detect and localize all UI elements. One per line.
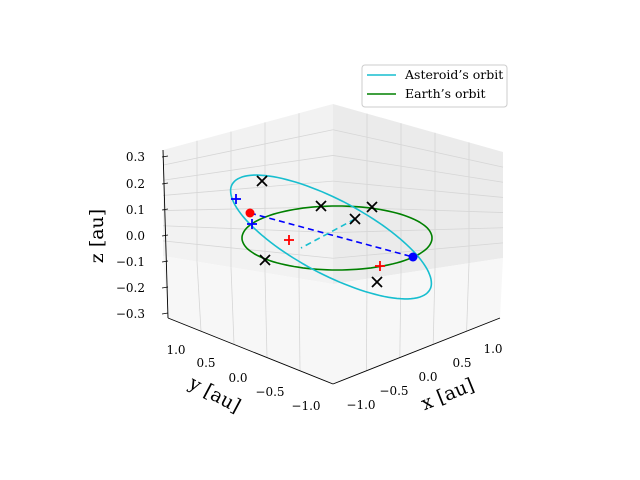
z-axis-label: z [au] <box>86 209 108 263</box>
y-tick-label: 0.0 <box>228 371 247 385</box>
legend-label-earth: Earth’s orbit <box>405 86 486 101</box>
blue-dot-marker <box>408 252 418 262</box>
legend-label-asteroid: Asteroid’s orbit <box>404 67 503 82</box>
left-pane <box>163 104 333 284</box>
z-tick-label: −0.1 <box>116 255 145 269</box>
blue-plus-marker <box>247 219 257 229</box>
y-tick-label: −0.5 <box>255 385 284 399</box>
x-tick-label: −1.0 <box>346 398 375 412</box>
z-tick-label: 0.3 <box>126 150 145 164</box>
asteroid-orbit-line <box>229 174 433 300</box>
x-cross-marker <box>371 276 383 288</box>
z-axis-line <box>162 149 169 319</box>
grid-right-horizontal <box>332 242 504 259</box>
x-tick-label: 1.0 <box>483 342 502 356</box>
x-tick-label: −0.5 <box>379 384 408 398</box>
grid-floor-b <box>366 278 368 371</box>
z-tick-mark <box>161 182 169 185</box>
series-layer <box>229 174 433 300</box>
z-tick-label: 0.1 <box>126 203 145 217</box>
floor-pane <box>163 256 503 384</box>
grid-floor-b <box>399 273 402 358</box>
axis-lines <box>162 149 501 385</box>
legend-box <box>361 64 508 108</box>
grid-floor-a <box>264 272 268 358</box>
red-plus-marker <box>375 261 385 271</box>
z-tick-mark <box>161 155 169 158</box>
z-tick-label: 0.2 <box>126 177 145 191</box>
grid-floor-b <box>432 268 436 345</box>
legend: Asteroid’s orbit Earth’s orbit <box>361 64 508 108</box>
z-tick-mark <box>161 286 169 289</box>
x-cross-marker <box>349 213 361 225</box>
x-cross-marker-stroke-b <box>366 201 378 213</box>
x-cross-marker <box>315 200 327 212</box>
y-tick-label: 1.0 <box>166 343 185 357</box>
z-tick-mark <box>161 260 169 263</box>
y-tick-label: −1.0 <box>291 399 320 413</box>
x-cross-marker-stroke-b <box>315 200 327 212</box>
red-plus-marker <box>284 235 294 245</box>
x-cross-marker-stroke-b <box>259 254 271 266</box>
grid-left-horizontal <box>162 180 334 196</box>
grid-right-horizontal <box>332 227 504 233</box>
x-cross-marker-stroke-b <box>349 213 361 225</box>
grid-floor-b <box>466 263 470 332</box>
x-axis-line <box>332 317 501 385</box>
grid-floor-a <box>230 267 235 345</box>
y-axis-line <box>167 317 334 385</box>
z-tick-label: −0.3 <box>116 307 145 321</box>
grid-left-horizontal <box>162 225 334 233</box>
z-tick-label: 0.0 <box>126 229 145 243</box>
dashed-connector-cyan <box>300 218 356 249</box>
x-tick-label: 0.5 <box>452 356 471 370</box>
blue-plus-marker <box>231 194 241 204</box>
grid-right-horizontal <box>332 180 504 198</box>
z-tick-mark <box>161 208 169 211</box>
grid-floor-a <box>196 261 202 332</box>
z-tick-mark <box>161 312 169 315</box>
right-pane <box>333 104 503 284</box>
axes-panes <box>163 104 503 384</box>
grid-floor-a <box>298 278 301 371</box>
x-cross-marker <box>366 201 378 213</box>
grid-right-horizontal <box>332 155 504 183</box>
grid-left-horizontal <box>162 155 334 181</box>
x-cross-marker-stroke-b <box>256 175 268 187</box>
grid-right-horizontal <box>332 129 504 168</box>
x-cross-marker <box>256 175 268 187</box>
tick-labels: −0.3 −0.2 −0.1 0.0 0.1 0.2 0.3 −1.0 −0.5 0.0 0.5 1.… <box>116 150 503 413</box>
dashed-connector-blue <box>249 212 414 258</box>
x-cross-marker-stroke-b <box>371 276 383 288</box>
red-dot-marker <box>245 208 255 218</box>
x-cross-marker <box>259 254 271 266</box>
grid-left-horizontal <box>162 129 334 166</box>
y-tick-label: 0.5 <box>196 356 215 370</box>
z-tick-label: −0.2 <box>116 281 145 295</box>
x-tick-label: 0.0 <box>418 370 437 384</box>
z-tick-mark <box>161 234 169 237</box>
